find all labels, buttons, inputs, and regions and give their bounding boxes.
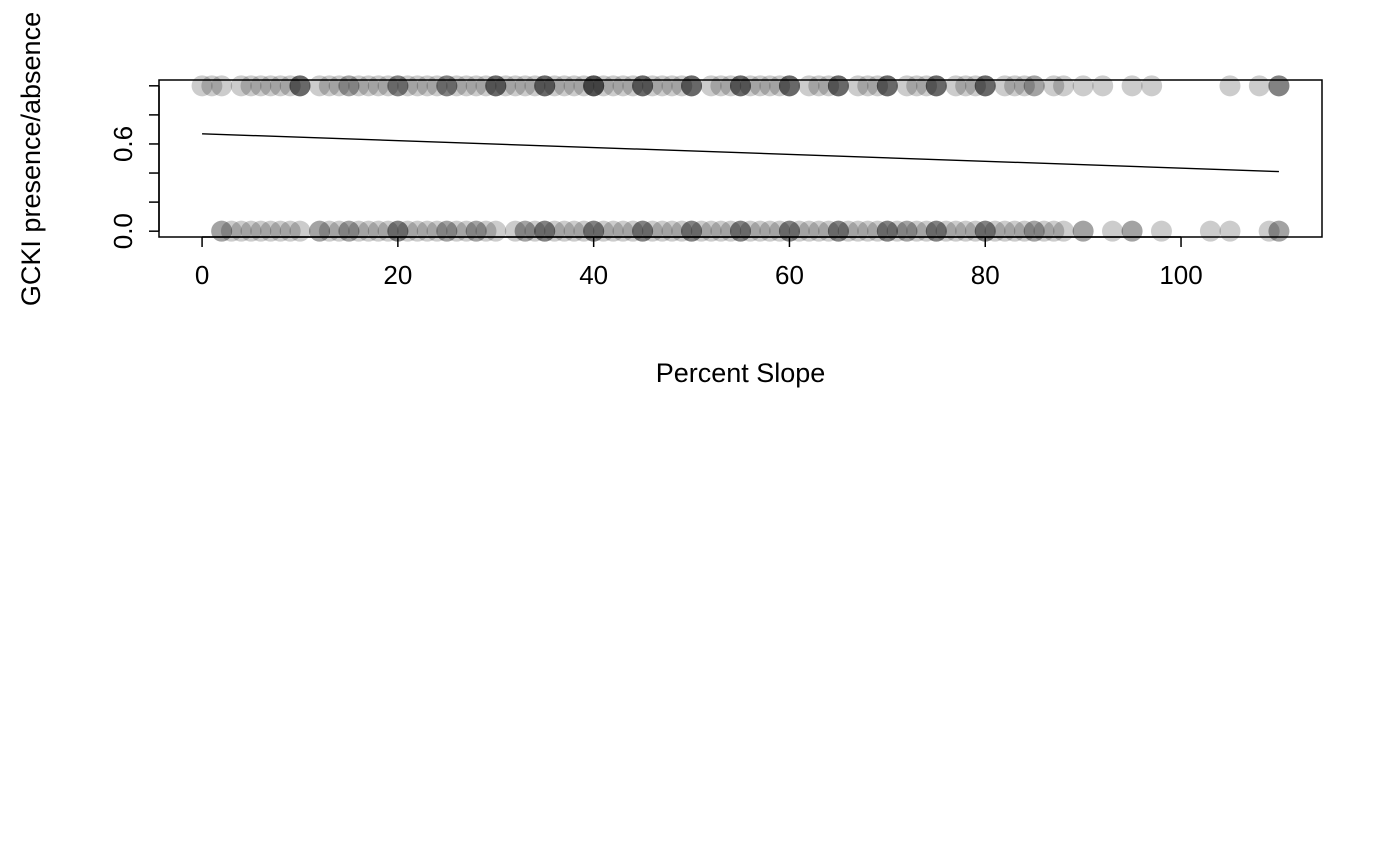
x-axis: 0 20 40 60 80 100 bbox=[195, 236, 1203, 290]
data-points-layer bbox=[191, 75, 1290, 242]
data-point-presence bbox=[925, 75, 947, 97]
data-point-absence bbox=[1199, 220, 1221, 242]
data-point-presence bbox=[1268, 75, 1290, 97]
data-point-presence bbox=[1023, 75, 1045, 97]
data-point-presence bbox=[1072, 75, 1094, 97]
data-point-presence bbox=[1092, 75, 1114, 97]
x-tick-label: 100 bbox=[1159, 260, 1202, 290]
data-point-absence bbox=[289, 220, 311, 242]
x-tick-label: 60 bbox=[775, 260, 804, 290]
data-point-absence bbox=[1121, 220, 1143, 242]
x-tick-label: 20 bbox=[383, 260, 412, 290]
data-point-presence bbox=[827, 75, 849, 97]
data-point-absence bbox=[1219, 220, 1241, 242]
data-point-presence bbox=[1219, 75, 1241, 97]
data-point-presence bbox=[974, 75, 996, 97]
x-tick-label: 0 bbox=[195, 260, 209, 290]
y-tick-label: 0.6 bbox=[108, 126, 138, 162]
data-point-presence bbox=[681, 75, 703, 97]
data-point-presence bbox=[1248, 75, 1270, 97]
data-point-absence bbox=[1102, 220, 1124, 242]
data-point-absence bbox=[485, 220, 507, 242]
fit-line bbox=[202, 133, 1279, 173]
y-axis-title: GCKI presence/absence bbox=[16, 12, 46, 306]
x-axis-title: Percent Slope bbox=[656, 358, 826, 388]
x-tick-label: 80 bbox=[971, 260, 1000, 290]
data-point-presence bbox=[1141, 75, 1163, 97]
plot-frame bbox=[158, 79, 1323, 238]
data-point-presence bbox=[1121, 75, 1143, 97]
data-point-presence bbox=[1053, 75, 1075, 97]
data-point-presence bbox=[289, 75, 311, 97]
y-axis: 0.0 0.6 bbox=[108, 85, 160, 249]
data-point-absence bbox=[1268, 220, 1290, 242]
y-tick-label: 0.0 bbox=[108, 213, 138, 249]
fit-line-layer bbox=[202, 133, 1279, 173]
data-point-presence bbox=[211, 75, 233, 97]
data-point-absence bbox=[1053, 220, 1075, 242]
data-point-absence bbox=[1072, 220, 1094, 242]
data-point-absence bbox=[1150, 220, 1172, 242]
data-point-presence bbox=[876, 75, 898, 97]
x-tick-label: 40 bbox=[579, 260, 608, 290]
data-point-presence bbox=[778, 75, 800, 97]
